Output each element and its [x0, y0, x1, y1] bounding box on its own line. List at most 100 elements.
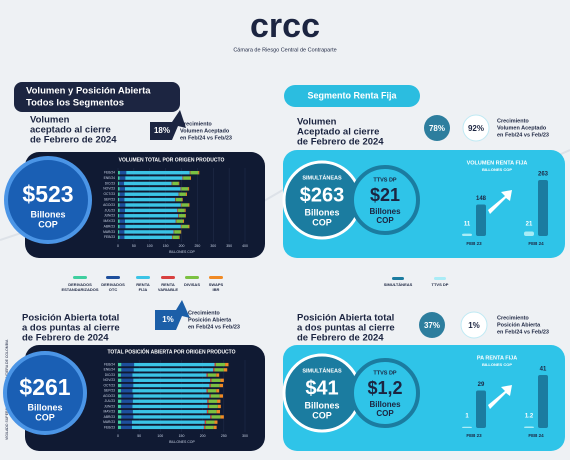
bar-segment: [118, 224, 120, 229]
bar-segment: [118, 368, 122, 372]
x-tick-label: 200: [200, 434, 206, 438]
chart-title: VOLUMEN TOTAL POR ORIGEN PRODUCTO: [119, 157, 225, 163]
chart-title: VOLUMEN RENTA FIJA: [467, 160, 528, 166]
x-axis-label: BILLONES COP: [169, 250, 195, 254]
total: $1,2: [367, 378, 402, 398]
unit: COP: [376, 216, 394, 225]
unit: Billones: [369, 400, 401, 409]
heading: Aceptado al cierre: [297, 127, 379, 138]
bar-segment: [121, 368, 134, 372]
bar-segment: [121, 378, 134, 382]
x-tick-label: 300: [242, 434, 248, 438]
bar-segment: [132, 410, 207, 414]
bar-segment: [121, 399, 133, 403]
unit: COP: [312, 410, 332, 420]
bar-segment: [220, 415, 224, 419]
bar-segment: [180, 230, 182, 234]
bar-segment: [188, 224, 190, 229]
value-label: 1: [465, 414, 469, 420]
total: $523: [22, 181, 73, 207]
x-tick-label: 50: [132, 244, 136, 248]
legend-swatch: [185, 276, 199, 279]
growth-note: Posición Abierta: [497, 322, 541, 328]
bar-segment: [120, 420, 132, 424]
x-tick-label: FEB 23: [466, 433, 482, 438]
bar-segment: [208, 410, 217, 414]
bar-segment: [207, 389, 217, 393]
bar: [538, 375, 548, 428]
bar-segment: [206, 410, 209, 414]
unit: Billones: [369, 207, 401, 216]
bar-segment: [214, 368, 224, 372]
bar-segment: [178, 214, 186, 218]
y-tick-label: AGO/23: [103, 394, 115, 398]
total: $21: [370, 185, 400, 205]
growth-note: en Feb/24 vs Feb/23: [180, 135, 232, 141]
x-tick-label: 250: [194, 244, 200, 248]
bar-segment: [175, 197, 183, 202]
legend-label: SWAPS IBR: [209, 282, 224, 292]
bar-segment: [209, 404, 218, 409]
legend-swatch: [392, 277, 404, 280]
bar-segment: [180, 224, 182, 229]
bar-segment: [180, 203, 182, 207]
heading: de Febrero de 2024: [22, 333, 109, 344]
bar-segment: [121, 415, 134, 419]
bar-segment: [124, 187, 181, 191]
bar: [524, 426, 534, 428]
legend-label: DERIVADOS ESTANDARIZADOS: [61, 282, 98, 292]
header-box: [14, 82, 180, 112]
bar-segment: [206, 420, 215, 424]
bar: [462, 233, 472, 236]
bar-segment: [132, 399, 208, 403]
x-tick-label: 300: [210, 244, 216, 248]
bar-segment: [178, 192, 180, 196]
y-tick-label: NOV/23: [103, 187, 115, 191]
header: Todos los Segmentos: [26, 98, 124, 109]
bar-segment: [119, 181, 125, 186]
growth-note: Crecimiento: [497, 118, 529, 124]
legend-swatch: [73, 276, 87, 279]
header-box: [284, 85, 420, 107]
bar-segment: [118, 230, 120, 234]
bar-segment: [118, 362, 122, 367]
chart-subtitle: BILLONES COP: [482, 362, 512, 367]
bar-segment: [118, 378, 122, 382]
growth: 37%: [424, 321, 440, 330]
heading: de Febrero de 2024: [30, 135, 117, 146]
bar-segment: [209, 394, 211, 398]
bar-segment: [210, 383, 220, 388]
bar-segment: [118, 420, 121, 424]
bar-segment: [124, 197, 176, 202]
legend-swatch: [106, 276, 120, 279]
circle-label: TTVS DP: [373, 370, 397, 376]
bar-segment: [175, 219, 177, 223]
y-tick-label: SEP/23: [104, 389, 115, 393]
bar-segment: [171, 235, 173, 240]
y-tick-label: JUN/23: [104, 214, 115, 218]
growth: 1%: [468, 321, 480, 330]
growth: 18%: [154, 126, 170, 135]
bar-segment: [177, 208, 179, 213]
bar-segment: [203, 425, 206, 430]
unit: COP: [312, 217, 332, 227]
heading: Posición Abierta total: [297, 313, 394, 324]
y-tick-label: ENE/24: [104, 176, 116, 180]
badge: [460, 311, 488, 339]
bar-segment: [217, 404, 221, 409]
growth-note: Volumen Aceptado: [497, 125, 547, 131]
total: $263: [300, 184, 345, 206]
total-circle: [3, 351, 87, 435]
bar-segment: [125, 176, 183, 180]
unit: Billones: [30, 209, 65, 219]
y-tick-label: JUN/23: [104, 404, 115, 408]
bar-segment: [215, 362, 226, 367]
bar-segment: [118, 203, 120, 207]
bar-segment: [205, 425, 214, 430]
growth-arrow: [155, 300, 190, 330]
x-tick-label: 400: [242, 244, 248, 248]
legend-label: DERIVADOS OTC: [101, 282, 125, 292]
bar-segment: [182, 176, 184, 180]
badge: [419, 312, 445, 338]
bar-segment: [172, 235, 179, 240]
